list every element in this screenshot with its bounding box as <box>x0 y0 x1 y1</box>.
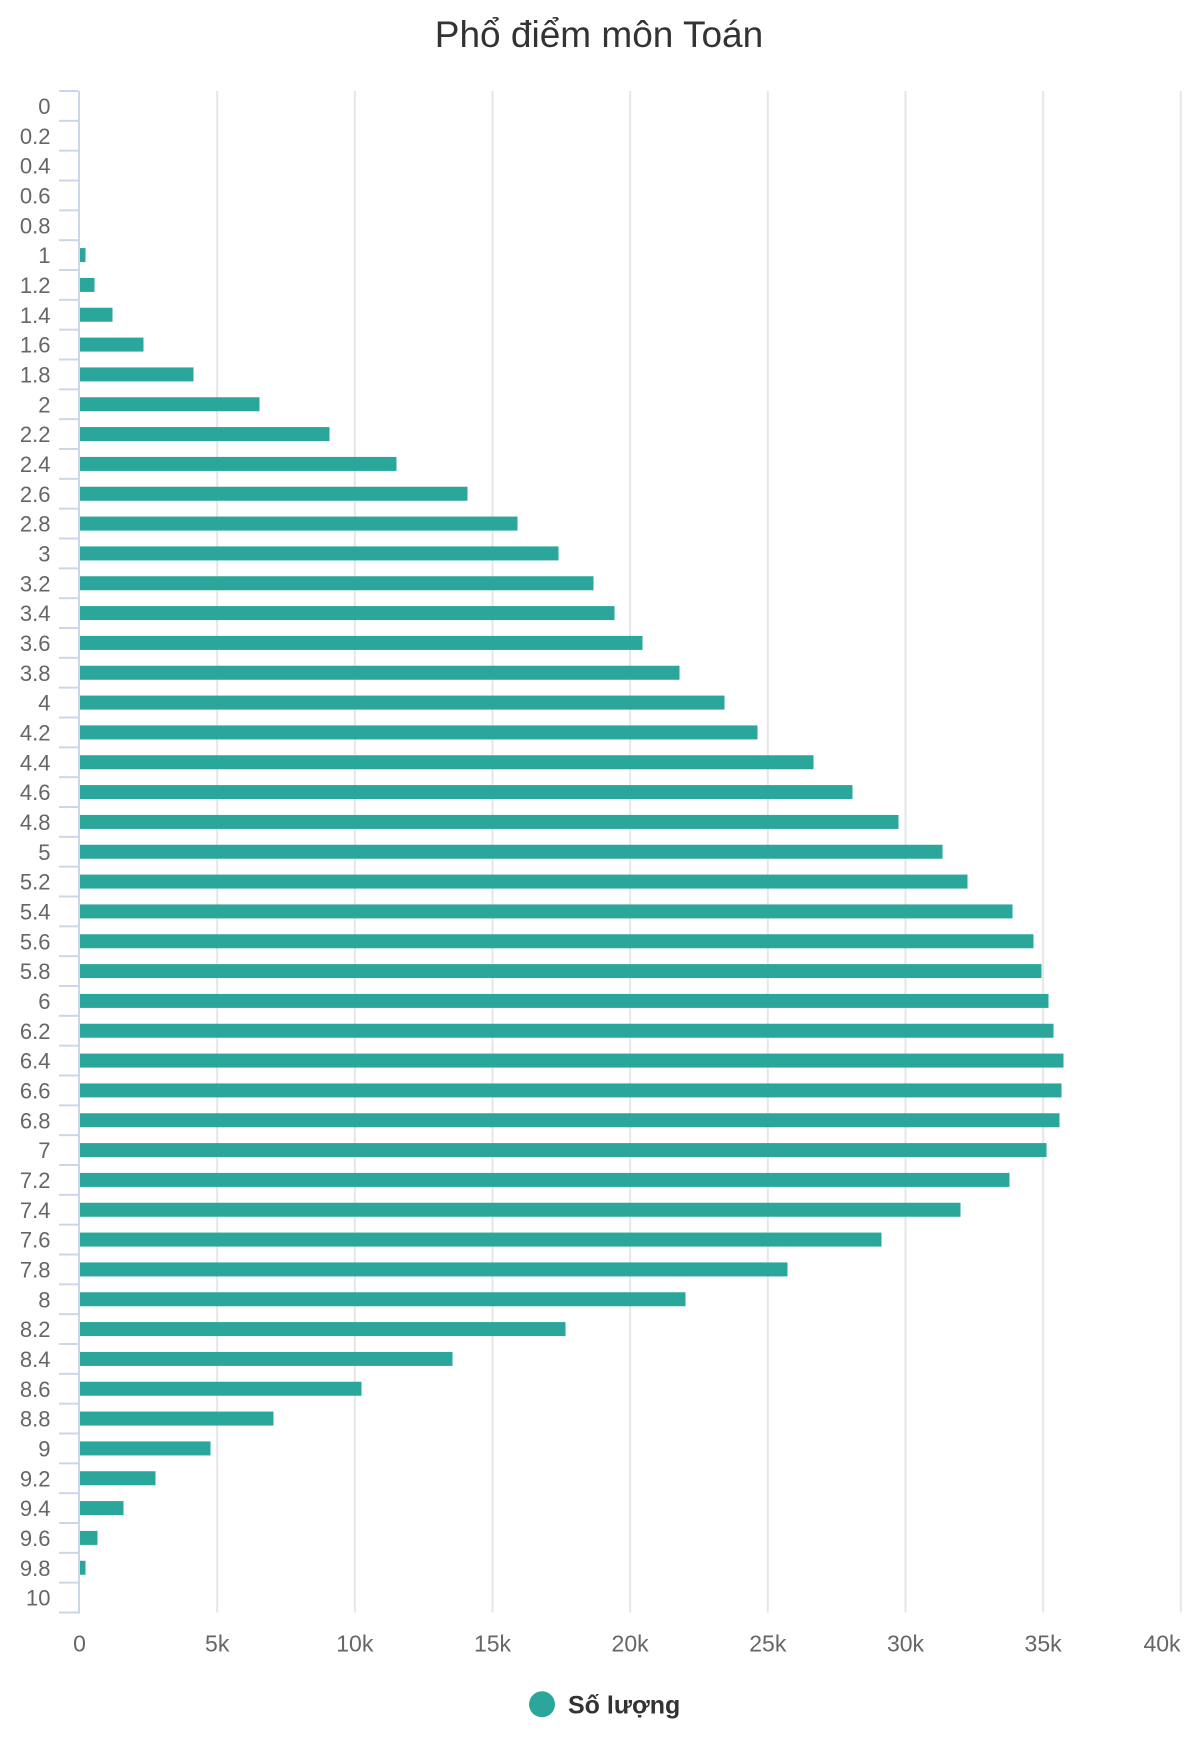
svg-text:3.2: 3.2 <box>20 571 51 596</box>
svg-text:6.4: 6.4 <box>20 1049 51 1074</box>
svg-text:7: 7 <box>38 1138 50 1163</box>
svg-text:1.6: 1.6 <box>20 333 51 358</box>
svg-text:3.4: 3.4 <box>20 601 51 626</box>
svg-text:20k: 20k <box>612 1631 650 1657</box>
svg-text:3.8: 3.8 <box>20 661 51 686</box>
svg-text:3: 3 <box>38 541 50 566</box>
svg-text:9.2: 9.2 <box>20 1466 51 1491</box>
svg-text:5.2: 5.2 <box>20 870 51 895</box>
svg-text:7.8: 7.8 <box>20 1257 51 1282</box>
svg-text:8: 8 <box>38 1287 50 1312</box>
svg-text:6.2: 6.2 <box>20 1019 51 1044</box>
svg-text:1.2: 1.2 <box>20 273 51 298</box>
svg-text:9.4: 9.4 <box>20 1496 51 1521</box>
svg-text:5.6: 5.6 <box>20 929 51 954</box>
svg-text:0: 0 <box>73 1631 86 1657</box>
svg-text:0.2: 0.2 <box>20 124 51 149</box>
svg-text:7.4: 7.4 <box>20 1198 51 1223</box>
svg-text:5k: 5k <box>205 1631 230 1657</box>
svg-text:7.2: 7.2 <box>20 1168 51 1193</box>
svg-text:1.4: 1.4 <box>20 303 51 328</box>
svg-text:0.6: 0.6 <box>20 183 51 208</box>
svg-text:8.4: 8.4 <box>20 1347 51 1372</box>
svg-text:5.4: 5.4 <box>20 899 51 924</box>
svg-text:2.2: 2.2 <box>20 422 51 447</box>
svg-text:0.4: 0.4 <box>20 154 51 179</box>
svg-text:1.8: 1.8 <box>20 362 51 387</box>
svg-text:2.6: 2.6 <box>20 482 51 507</box>
svg-text:35k: 35k <box>1025 1631 1063 1657</box>
svg-text:4.8: 4.8 <box>20 810 51 835</box>
svg-text:4.2: 4.2 <box>20 720 51 745</box>
svg-text:Số lượng: Số lượng <box>568 1692 680 1720</box>
svg-text:40k: 40k <box>1143 1631 1181 1657</box>
svg-text:3.6: 3.6 <box>20 631 51 656</box>
svg-text:30k: 30k <box>887 1631 925 1657</box>
svg-text:5: 5 <box>38 840 50 865</box>
svg-text:0: 0 <box>38 94 50 119</box>
svg-text:10k: 10k <box>336 1631 374 1657</box>
svg-text:9: 9 <box>38 1436 50 1461</box>
svg-text:Phổ điểm môn Toán: Phổ điểm môn Toán <box>435 14 763 55</box>
svg-text:4: 4 <box>38 691 50 716</box>
svg-text:8.6: 8.6 <box>20 1377 51 1402</box>
svg-text:4.4: 4.4 <box>20 750 51 775</box>
svg-text:2.4: 2.4 <box>20 452 51 477</box>
svg-text:8.2: 8.2 <box>20 1317 51 1342</box>
svg-text:6.8: 6.8 <box>20 1108 51 1133</box>
svg-text:5.8: 5.8 <box>20 959 51 984</box>
svg-text:8.8: 8.8 <box>20 1407 51 1432</box>
svg-text:25k: 25k <box>749 1631 787 1657</box>
svg-text:1: 1 <box>38 243 50 268</box>
svg-text:4.6: 4.6 <box>20 780 51 805</box>
svg-text:2: 2 <box>38 392 50 417</box>
svg-text:9.6: 9.6 <box>20 1526 51 1551</box>
svg-text:6: 6 <box>38 989 50 1014</box>
svg-text:6.6: 6.6 <box>20 1078 51 1103</box>
svg-text:10: 10 <box>26 1586 50 1611</box>
svg-text:7.6: 7.6 <box>20 1228 51 1253</box>
svg-text:9.8: 9.8 <box>20 1556 51 1581</box>
svg-text:0.8: 0.8 <box>20 213 51 238</box>
svg-text:15k: 15k <box>474 1631 512 1657</box>
svg-text:2.8: 2.8 <box>20 512 51 537</box>
